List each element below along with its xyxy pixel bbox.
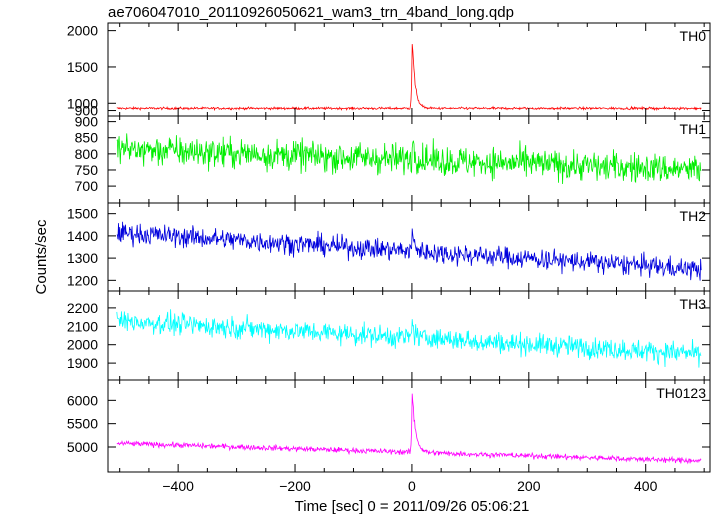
y-tick-label-th0: 900 bbox=[75, 103, 99, 119]
series-line-th0123 bbox=[116, 393, 702, 465]
panel-label-th3: TH3 bbox=[680, 296, 707, 312]
x-tick-label: 200 bbox=[517, 478, 541, 494]
y-tick-label-th0123: 5000 bbox=[67, 439, 98, 455]
y-tick-label-th1: 800 bbox=[75, 146, 99, 162]
y-tick-label-th0123: 6000 bbox=[67, 392, 98, 408]
series-line-th3 bbox=[116, 309, 702, 368]
x-tick-label: 0 bbox=[408, 478, 416, 494]
x-tick-label: −200 bbox=[279, 478, 311, 494]
y-tick-label-th0: 2000 bbox=[67, 23, 98, 39]
x-tick-label: −400 bbox=[162, 478, 194, 494]
y-tick-label-th1: 750 bbox=[75, 162, 99, 178]
x-axis-label: Time [sec] 0 = 2011/09/26 05:06:21 bbox=[295, 498, 530, 515]
series-line-th0 bbox=[116, 44, 702, 112]
panel-frame-th0123 bbox=[107, 379, 711, 473]
y-tick-label-th3: 2100 bbox=[67, 318, 98, 334]
chart-title: ae706047010_20110926050621_wam3_trn_4ban… bbox=[108, 4, 514, 21]
y-tick-label-th3: 2200 bbox=[67, 300, 98, 316]
y-tick-label-th0: 1000 bbox=[67, 95, 98, 111]
panel-label-th2: TH2 bbox=[680, 208, 707, 224]
panel-label-th1: TH1 bbox=[680, 121, 707, 137]
panel-label-th0: TH0 bbox=[680, 28, 707, 44]
y-tick-label-th0123: 5500 bbox=[67, 416, 98, 432]
series-line-th1 bbox=[116, 133, 702, 185]
series-line-th2 bbox=[116, 221, 702, 281]
y-tick-label-th3: 2000 bbox=[67, 337, 98, 353]
y-tick-label-th1: 700 bbox=[75, 178, 99, 194]
y-tick-label-th2: 1400 bbox=[67, 228, 98, 244]
y-tick-label-th0: 1500 bbox=[67, 59, 98, 75]
y-axis-label: Counts/sec bbox=[33, 219, 50, 295]
y-tick-label-th3: 1900 bbox=[67, 355, 98, 371]
y-tick-label-th2: 1200 bbox=[67, 272, 98, 288]
x-tick-label: 400 bbox=[634, 478, 658, 494]
y-tick-label-th2: 1300 bbox=[67, 250, 98, 266]
y-tick-label-th1: 900 bbox=[75, 114, 99, 130]
y-tick-label-th1: 850 bbox=[75, 130, 99, 146]
panel-frame-th2 bbox=[107, 202, 711, 292]
panel-frame-th0 bbox=[107, 22, 711, 117]
panel-label-th0123: TH0123 bbox=[656, 385, 706, 401]
y-tick-label-th2: 1500 bbox=[67, 206, 98, 222]
